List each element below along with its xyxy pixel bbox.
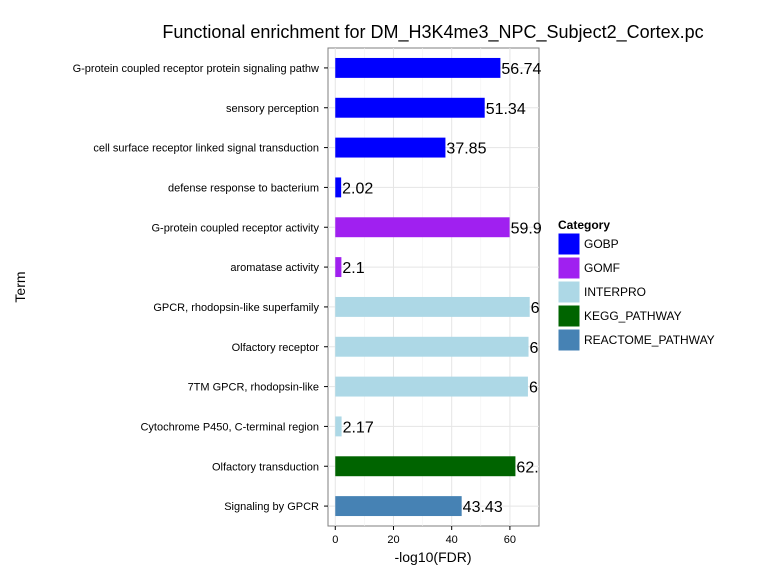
y-tick-label: cell surface receptor linked signal tran… [93, 143, 319, 155]
y-tick-label: aromatase activity [230, 262, 319, 274]
bar [335, 376, 528, 397]
bar-value-label: 51.34 [486, 101, 526, 118]
y-axis-label: Term [12, 271, 28, 302]
legend-swatch [557, 280, 581, 304]
x-tick-label: 60 [504, 534, 516, 546]
legend-title: Category [558, 218, 610, 232]
y-tick-label: GPCR, rhodopsin-like superfamily [153, 302, 319, 314]
legend-label: INTERPRO [584, 285, 646, 299]
legend-label: GOBP [584, 237, 619, 251]
bar [335, 336, 529, 357]
bar [335, 456, 516, 477]
y-tick-label: Signaling by GPCR [224, 501, 319, 513]
bar-value-label: 59.9 [511, 220, 542, 237]
y-axis: G-protein coupled receptor protein signa… [73, 63, 328, 513]
bar-value-label: 2.1 [342, 260, 364, 277]
bar-value-label: 6 [530, 340, 539, 357]
x-tick-label: 0 [332, 534, 338, 546]
y-tick-label: defense response to bacterium [168, 182, 319, 194]
bar-value-label: 2.02 [342, 180, 373, 197]
plot-panel [327, 47, 540, 527]
y-tick-label: G-protein coupled receptor protein signa… [73, 63, 319, 75]
bar [335, 177, 342, 198]
x-axis: 0 20 40 60 [332, 526, 516, 546]
bar-value-label: 6 [529, 380, 538, 397]
y-tick-label: Olfactory receptor [232, 342, 320, 354]
legend: Category GOBP GOMF INTERPRO KEGG_PATHWAY REA… [557, 218, 715, 352]
chart-title: Functional enrichment for DM_H3K4me3_NPC… [162, 22, 703, 43]
y-tick-label: Cytochrome P450, C-terminal region [140, 421, 319, 433]
bar [335, 137, 446, 158]
bar [335, 496, 462, 517]
bar [335, 217, 510, 238]
x-axis-label: -log10(FDR) [394, 549, 471, 565]
bar [335, 97, 485, 118]
bar-value-label: 56.74 [501, 61, 541, 78]
y-tick-label: 7TM GPCR, rhodopsin-like [188, 382, 319, 394]
y-tick-label: sensory perception [226, 103, 319, 115]
bar [335, 257, 342, 278]
y-tick-label: Olfactory transduction [212, 461, 319, 473]
bar-value-label: 62. [516, 459, 538, 476]
bar [335, 57, 501, 78]
legend-swatch [557, 232, 581, 256]
legend-swatch [557, 256, 581, 280]
legend-label: KEGG_PATHWAY [584, 309, 682, 323]
bar [335, 416, 342, 437]
bar-value-label: 37.85 [446, 141, 486, 158]
x-tick-label: 20 [387, 534, 399, 546]
legend-label: REACTOME_PATHWAY [584, 333, 715, 347]
bars-layer [335, 57, 530, 517]
x-tick-label: 40 [446, 534, 458, 546]
legend-label: GOMF [584, 261, 620, 275]
legend-swatch [557, 304, 581, 328]
legend-swatch [557, 328, 581, 352]
bar-value-label: 6 [531, 300, 540, 317]
value-labels-layer: 56.74 51.34 37.85 2.02 59.9 2.1 6 6 6 2.17 62. 43.4… [342, 61, 542, 516]
bar-value-label: 43.43 [463, 499, 503, 516]
bar [335, 296, 530, 317]
bar-value-label: 2.17 [343, 419, 374, 436]
y-tick-label: G-protein coupled receptor activity [151, 222, 319, 234]
